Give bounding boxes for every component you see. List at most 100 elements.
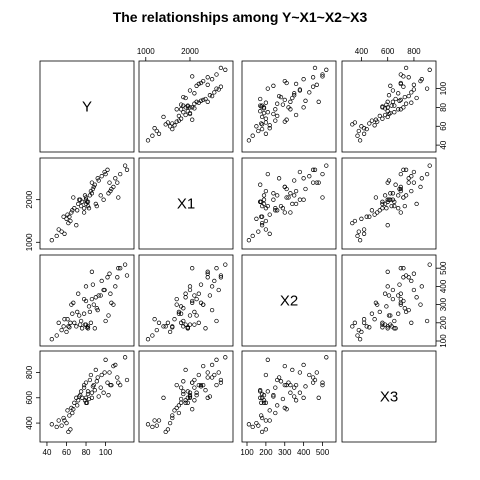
data-point bbox=[62, 317, 67, 322]
data-point bbox=[367, 214, 372, 219]
data-point bbox=[68, 320, 73, 325]
data-point bbox=[263, 116, 269, 121]
data-point bbox=[223, 262, 228, 267]
data-point bbox=[293, 398, 299, 403]
data-point bbox=[320, 380, 325, 385]
data-point bbox=[369, 118, 375, 123]
data-point bbox=[377, 113, 382, 119]
panel-frame bbox=[138, 350, 234, 443]
data-point bbox=[161, 395, 166, 400]
data-point bbox=[261, 400, 267, 405]
data-point bbox=[76, 201, 81, 207]
data-point bbox=[310, 180, 316, 185]
tick-label: 80 bbox=[439, 102, 448, 111]
data-point bbox=[273, 385, 278, 390]
data-point bbox=[393, 326, 398, 331]
data-point bbox=[81, 210, 87, 215]
data-point bbox=[102, 370, 107, 375]
data-point bbox=[385, 223, 390, 228]
data-point bbox=[385, 180, 390, 185]
data-point bbox=[205, 275, 210, 280]
data-point bbox=[259, 220, 265, 226]
data-point bbox=[396, 206, 401, 211]
tick-label: 60 bbox=[439, 121, 448, 130]
data-point bbox=[71, 195, 76, 200]
data-point bbox=[192, 385, 197, 390]
data-point bbox=[187, 322, 193, 327]
data-point bbox=[324, 67, 329, 72]
data-point bbox=[401, 84, 406, 89]
data-point bbox=[216, 370, 221, 375]
data-point bbox=[203, 326, 208, 331]
data-point bbox=[185, 104, 190, 109]
data-point bbox=[79, 199, 85, 204]
data-point bbox=[261, 197, 267, 202]
data-point bbox=[312, 65, 318, 71]
data-point bbox=[361, 317, 367, 322]
data-point bbox=[406, 93, 411, 99]
data-point bbox=[181, 318, 186, 324]
data-point bbox=[89, 269, 95, 274]
data-point bbox=[372, 212, 377, 217]
panel-frame bbox=[39, 350, 135, 443]
data-point bbox=[70, 208, 75, 213]
data-point bbox=[284, 195, 289, 200]
data-point bbox=[380, 322, 385, 327]
data-point bbox=[265, 171, 270, 177]
data-point bbox=[84, 325, 90, 330]
data-point bbox=[88, 188, 94, 194]
data-point bbox=[181, 306, 186, 311]
data-point bbox=[78, 203, 84, 209]
data-point bbox=[178, 102, 184, 107]
data-point bbox=[185, 325, 190, 330]
data-point bbox=[292, 93, 297, 98]
data-point bbox=[207, 93, 213, 98]
data-point bbox=[303, 384, 308, 389]
data-point bbox=[411, 87, 417, 92]
data-point bbox=[77, 197, 82, 202]
data-point bbox=[356, 327, 361, 333]
data-point bbox=[214, 382, 219, 388]
data-point bbox=[64, 420, 69, 426]
data-point bbox=[49, 422, 54, 427]
data-point bbox=[176, 410, 182, 416]
data-point bbox=[357, 238, 363, 243]
data-point bbox=[196, 291, 201, 296]
data-point bbox=[361, 131, 367, 136]
data-point bbox=[403, 309, 409, 315]
data-point bbox=[106, 313, 111, 318]
data-point bbox=[367, 121, 372, 126]
data-point bbox=[385, 199, 390, 204]
data-point bbox=[214, 318, 219, 324]
data-point bbox=[282, 382, 287, 388]
data-point bbox=[90, 282, 96, 287]
data-point bbox=[212, 278, 217, 284]
data-point bbox=[261, 193, 267, 198]
data-point bbox=[187, 393, 193, 398]
data-point bbox=[105, 380, 110, 385]
data-point bbox=[99, 174, 104, 179]
data-point bbox=[396, 193, 401, 198]
data-point bbox=[72, 320, 77, 325]
data-point bbox=[284, 382, 289, 388]
data-point bbox=[152, 418, 157, 423]
data-point bbox=[406, 180, 411, 185]
data-point bbox=[99, 372, 104, 378]
data-point bbox=[263, 120, 269, 125]
data-point bbox=[409, 174, 414, 179]
data-point bbox=[192, 309, 197, 315]
tick-label: 400 bbox=[297, 448, 311, 457]
data-point bbox=[190, 117, 195, 122]
data-point bbox=[194, 99, 199, 104]
data-point bbox=[259, 391, 265, 397]
tick-label: 300 bbox=[278, 448, 292, 457]
data-point bbox=[402, 306, 407, 311]
data-point bbox=[292, 394, 297, 399]
data-point bbox=[62, 231, 67, 236]
data-point bbox=[170, 415, 175, 421]
data-point bbox=[192, 377, 197, 383]
data-point bbox=[156, 320, 162, 325]
data-point bbox=[301, 77, 306, 82]
data-point bbox=[263, 227, 269, 232]
